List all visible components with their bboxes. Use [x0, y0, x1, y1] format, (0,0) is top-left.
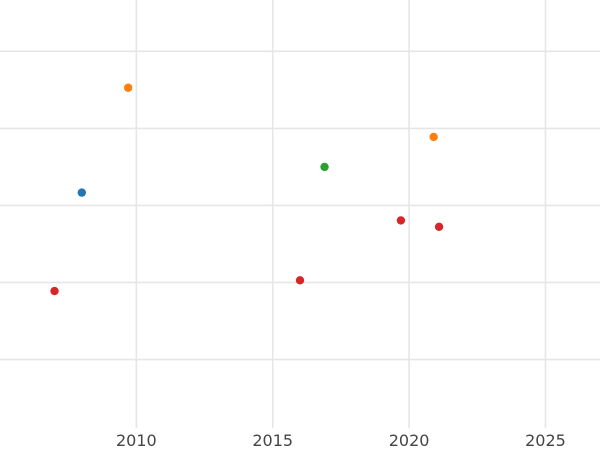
x-tick-label: 2015: [252, 431, 293, 450]
data-point: [429, 132, 438, 142]
data-point: [434, 222, 444, 232]
x-tick-label: 2020: [389, 431, 430, 450]
data-point: [295, 276, 305, 285]
x-tick-label: 2010: [116, 431, 157, 450]
data-point: [50, 286, 59, 296]
data-point: [320, 162, 329, 172]
x-tick-label: 2025: [525, 431, 566, 450]
grid-layer: [0, 0, 600, 428]
x-tick-labels: 2010 2015 2020 2025: [116, 431, 566, 450]
data-point: [396, 216, 406, 225]
data-point: [77, 188, 87, 197]
data-points: [50, 83, 444, 296]
data-point: [123, 83, 133, 92]
